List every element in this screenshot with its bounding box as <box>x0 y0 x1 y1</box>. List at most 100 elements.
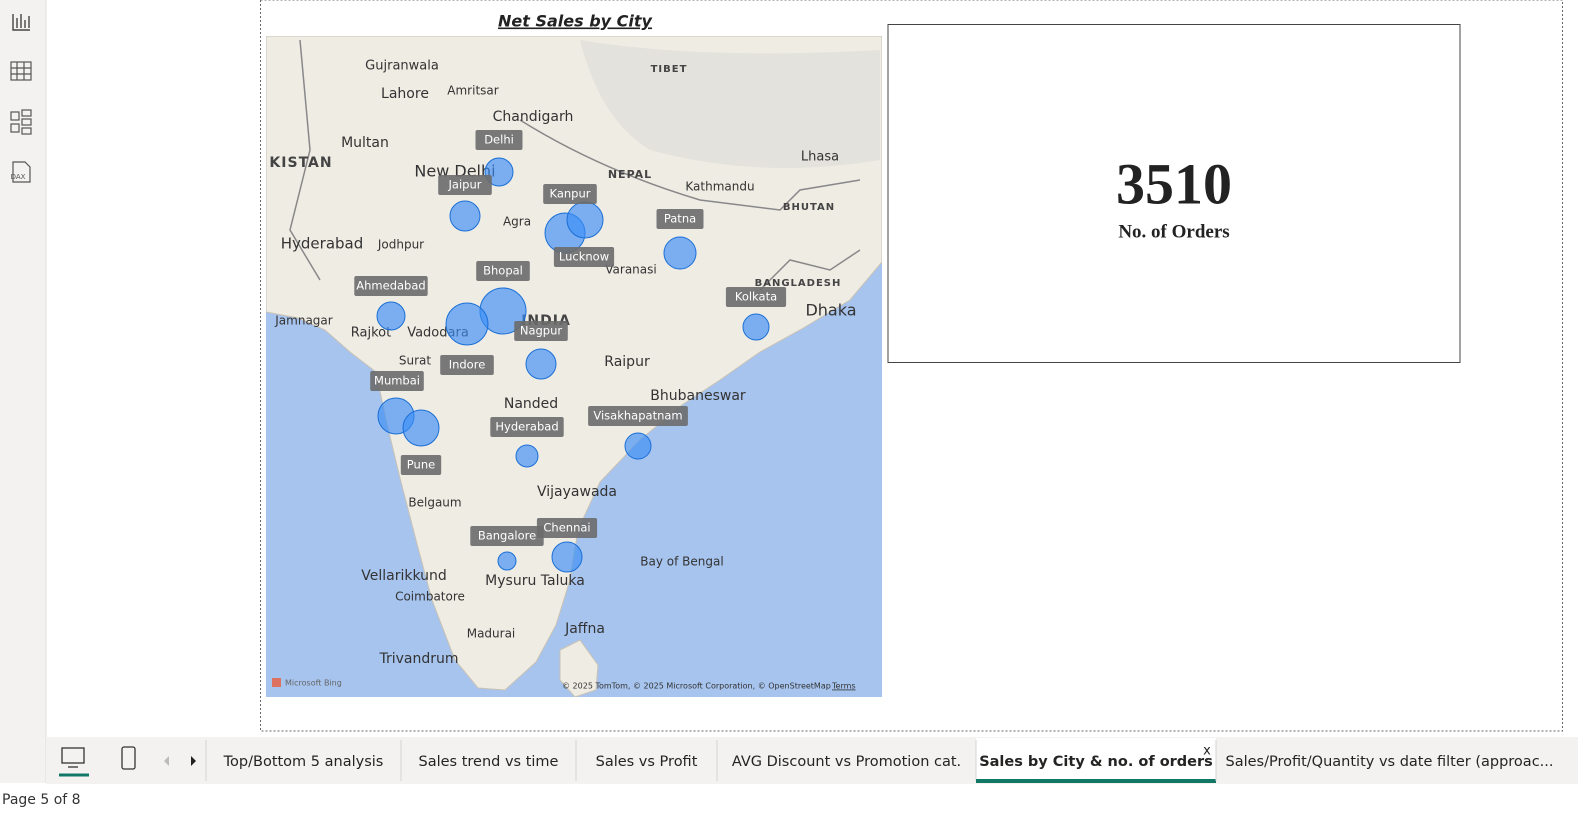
city-label: Kanpur <box>550 187 591 201</box>
city-label-box <box>440 355 494 375</box>
bing-logo: Microsoft Bing <box>285 679 342 688</box>
map-place-label: Nanded <box>504 396 558 412</box>
city-bubble[interactable] <box>376 301 406 331</box>
map-place-label: Coimbatore <box>395 590 465 604</box>
city-bubble[interactable] <box>624 432 652 460</box>
map-terms-link[interactable]: Terms <box>831 682 856 691</box>
city-bubble[interactable] <box>449 200 481 232</box>
city-label: Indore <box>449 358 486 372</box>
map-place-label: Agra <box>503 215 531 229</box>
map-place-label: Rajkot <box>351 326 391 341</box>
city-label-box <box>725 287 787 307</box>
map-place-label: Lhasa <box>801 150 839 165</box>
map-place-label: Jaffna <box>564 621 605 637</box>
map-place-label: Jamnagar <box>274 314 333 328</box>
city-bubble[interactable] <box>551 541 583 573</box>
city-label: Bangalore <box>478 529 536 543</box>
page-tab[interactable] <box>576 738 717 783</box>
tab-close-button[interactable]: x <box>1203 744 1211 759</box>
map-place-label: Bay of Bengal <box>640 555 723 569</box>
map-place-label: Kathmandu <box>685 180 754 194</box>
city-label: Visakhapatnam <box>593 409 682 423</box>
report-view-icon[interactable] <box>12 14 30 31</box>
dax-view-icon[interactable] <box>12 161 31 183</box>
city-label: Ahmedabad <box>356 279 425 293</box>
desktop-view-button[interactable] <box>61 747 85 768</box>
city-label: Patna <box>664 212 696 226</box>
map-place-label: Multan <box>341 135 389 151</box>
city-label-box <box>536 518 598 538</box>
page-tab[interactable] <box>206 738 401 783</box>
map-place-label: NEPAL <box>608 168 652 181</box>
map-visual[interactable]: Gujranwala Lahore Multan Amritsar Chandigarh… <box>266 36 882 697</box>
map-place-label: Hyderabad <box>281 235 364 253</box>
card-value: 3510 <box>1116 151 1232 216</box>
page-tab-label: Sales/Profit/Quantity vs date filter (ap… <box>1226 754 1554 770</box>
map-place-label: KISTAN <box>269 155 332 171</box>
page-indicator: Page 5 of 8 <box>2 792 81 808</box>
map-place-label: Madurai <box>467 627 516 641</box>
bing-logo-mark <box>272 678 281 687</box>
sidebar <box>0 0 46 783</box>
city-label: Chennai <box>543 521 590 535</box>
city-label-box <box>438 175 492 195</box>
model-view-icon[interactable] <box>10 109 32 135</box>
map-place-label: BHUTAN <box>783 202 835 213</box>
map-place-label: Raipur <box>604 354 650 370</box>
city-label-box <box>400 455 442 475</box>
table-view-icon[interactable] <box>10 61 32 81</box>
tab-scroll-right[interactable] <box>191 756 196 766</box>
city-bubble[interactable] <box>402 409 440 447</box>
map-land <box>266 36 882 691</box>
map-place-label: Vijayawada <box>537 484 617 500</box>
card-label: No. of Orders <box>1118 221 1229 242</box>
card-visual[interactable] <box>887 24 1461 363</box>
page-tab[interactable] <box>401 738 576 783</box>
city-bubble[interactable] <box>566 201 604 239</box>
page-tab-label: Sales vs Profit <box>596 754 698 770</box>
city-bubble[interactable] <box>663 236 697 270</box>
page-tab[interactable] <box>717 738 976 783</box>
page-tab-label: AVG Discount vs Promotion cat. <box>732 754 961 770</box>
map-place-label: Lahore <box>381 86 429 102</box>
city-bubble[interactable] <box>445 302 489 346</box>
city-label-box <box>470 526 544 546</box>
map-place-label: Jodhpur <box>377 238 424 252</box>
page-tab-label: Top/Bottom 5 analysis <box>223 754 384 770</box>
city-label: Jaipur <box>448 178 482 192</box>
city-bubble[interactable] <box>484 157 514 187</box>
page-tab[interactable] <box>976 738 1216 783</box>
city-label-box <box>588 406 688 426</box>
city-label-box <box>354 276 428 296</box>
map-place-label: Amritsar <box>447 84 498 98</box>
city-bubble[interactable] <box>497 551 517 571</box>
report-canvas <box>260 0 1563 732</box>
city-bubble[interactable] <box>525 348 557 380</box>
map-place-label: Varanasi <box>605 263 656 277</box>
city-label: Pune <box>407 458 435 472</box>
map-place-label: Dhaka <box>805 301 856 320</box>
city-label-box <box>553 247 615 267</box>
city-bubble[interactable] <box>742 313 770 341</box>
tab-scroll-left[interactable] <box>164 756 169 766</box>
page-tab[interactable] <box>1216 738 1563 783</box>
map-attribution: © 2025 TomTom, © 2025 Microsoft Corporat… <box>562 682 831 691</box>
city-label: Hyderabad <box>495 420 558 434</box>
city-label-box <box>514 321 568 341</box>
city-label-box <box>370 371 424 391</box>
city-label: Delhi <box>484 133 514 147</box>
mobile-view-button[interactable] <box>121 746 136 770</box>
map-borders <box>289 39 861 291</box>
map-land-srilanka <box>559 639 599 697</box>
city-label-box <box>476 261 530 281</box>
city-bubble[interactable] <box>515 444 539 468</box>
city-label-box <box>656 209 704 229</box>
city-label: Bhopal <box>483 264 523 278</box>
city-label: Lucknow <box>559 250 609 264</box>
map-place-label: TIBET <box>651 64 688 75</box>
map-place-label: Surat <box>399 354 432 368</box>
map-place-label: Vellarikkund <box>361 568 447 584</box>
page-tab-label: Sales by City & no. of orders <box>979 754 1213 770</box>
map-place-label: Belgaum <box>408 496 461 510</box>
